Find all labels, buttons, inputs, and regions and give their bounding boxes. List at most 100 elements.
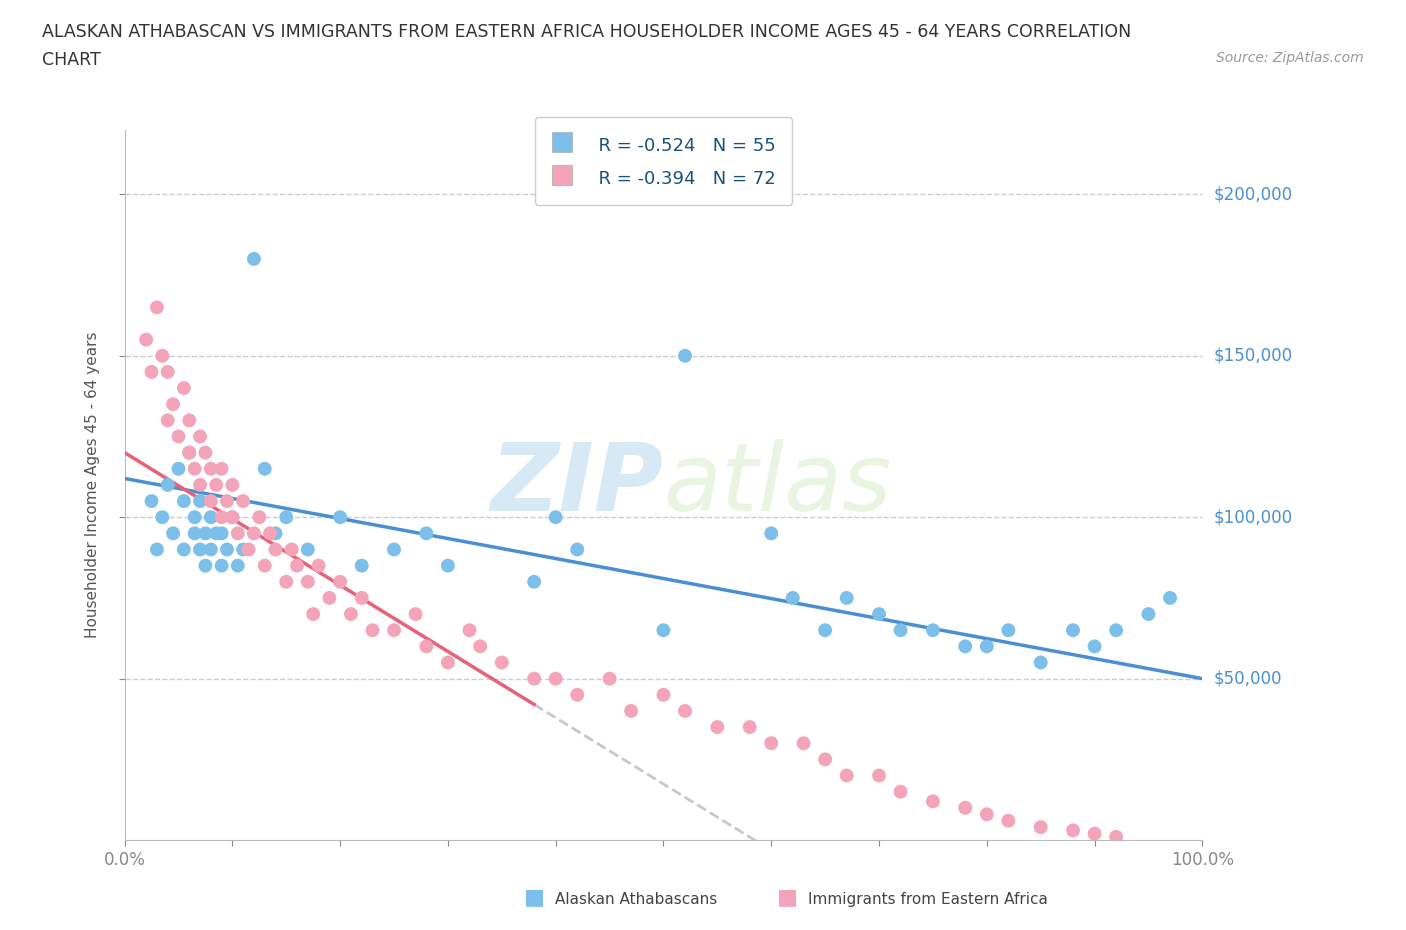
Point bbox=[361, 623, 384, 638]
Point bbox=[340, 606, 363, 621]
Point bbox=[243, 525, 266, 540]
Point bbox=[814, 752, 837, 767]
Point bbox=[211, 510, 233, 525]
Point bbox=[211, 558, 233, 573]
Point bbox=[183, 525, 205, 540]
Point bbox=[382, 542, 405, 557]
Point bbox=[761, 736, 783, 751]
Point bbox=[162, 525, 184, 540]
Point bbox=[226, 558, 249, 573]
Point bbox=[215, 494, 238, 509]
Point bbox=[179, 445, 201, 460]
Point bbox=[793, 736, 815, 751]
Text: ■: ■ bbox=[524, 886, 544, 907]
Point bbox=[141, 365, 163, 379]
Text: $100,000: $100,000 bbox=[1213, 508, 1292, 526]
Point bbox=[200, 461, 222, 476]
Point bbox=[673, 349, 696, 364]
Point bbox=[173, 542, 195, 557]
Point bbox=[221, 510, 243, 525]
Point bbox=[1029, 819, 1052, 834]
Point bbox=[835, 591, 858, 605]
Text: Source: ZipAtlas.com: Source: ZipAtlas.com bbox=[1216, 51, 1364, 65]
Point bbox=[1105, 623, 1128, 638]
Point bbox=[188, 494, 211, 509]
Point bbox=[183, 461, 205, 476]
Point bbox=[567, 542, 589, 557]
Point bbox=[205, 525, 228, 540]
Point bbox=[243, 251, 266, 266]
Point bbox=[297, 575, 319, 590]
Text: CHART: CHART bbox=[42, 51, 101, 69]
Point bbox=[146, 542, 169, 557]
Point bbox=[1029, 655, 1052, 670]
Text: ALASKAN ATHABASCAN VS IMMIGRANTS FROM EASTERN AFRICA HOUSEHOLDER INCOME AGES 45 : ALASKAN ATHABASCAN VS IMMIGRANTS FROM EA… bbox=[42, 23, 1132, 41]
Point bbox=[221, 510, 243, 525]
Point bbox=[173, 494, 195, 509]
Point bbox=[955, 801, 977, 816]
Point bbox=[437, 558, 460, 573]
Point bbox=[141, 494, 163, 509]
Point bbox=[264, 542, 287, 557]
Point bbox=[1083, 639, 1105, 654]
Point bbox=[997, 623, 1019, 638]
Point bbox=[226, 525, 249, 540]
Point bbox=[814, 623, 837, 638]
Point bbox=[955, 639, 977, 654]
Point bbox=[276, 510, 298, 525]
Point bbox=[167, 429, 190, 444]
Legend:   R = -0.524   N = 55,   R = -0.394   N = 72: R = -0.524 N = 55, R = -0.394 N = 72 bbox=[534, 117, 792, 205]
Point bbox=[146, 299, 169, 314]
Point bbox=[997, 813, 1019, 828]
Point bbox=[976, 807, 998, 822]
Point bbox=[200, 542, 222, 557]
Point bbox=[200, 494, 222, 509]
Point bbox=[415, 639, 437, 654]
Point bbox=[470, 639, 492, 654]
Point bbox=[238, 542, 260, 557]
Text: ZIP: ZIP bbox=[491, 439, 664, 531]
Point bbox=[1105, 830, 1128, 844]
Point bbox=[890, 784, 912, 799]
Point bbox=[308, 558, 330, 573]
Text: Alaskan Athabascans: Alaskan Athabascans bbox=[555, 892, 717, 907]
Point bbox=[211, 461, 233, 476]
Point bbox=[179, 445, 201, 460]
Point bbox=[620, 703, 643, 718]
Point bbox=[259, 525, 281, 540]
Point bbox=[264, 525, 287, 540]
Point bbox=[706, 720, 728, 735]
Point bbox=[922, 794, 945, 809]
Point bbox=[188, 542, 211, 557]
Point bbox=[976, 639, 998, 654]
Point bbox=[382, 623, 405, 638]
Point bbox=[652, 687, 675, 702]
Point bbox=[567, 687, 589, 702]
Text: ■: ■ bbox=[778, 886, 797, 907]
Point bbox=[188, 477, 211, 492]
Point bbox=[156, 413, 179, 428]
Point bbox=[1062, 623, 1084, 638]
Point bbox=[415, 525, 437, 540]
Point bbox=[673, 703, 696, 718]
Point bbox=[652, 623, 675, 638]
Point bbox=[350, 558, 373, 573]
Point bbox=[194, 445, 217, 460]
Point bbox=[868, 768, 890, 783]
Point bbox=[200, 510, 222, 525]
Point bbox=[544, 671, 567, 686]
Point bbox=[1137, 606, 1160, 621]
Text: atlas: atlas bbox=[664, 439, 891, 530]
Text: $200,000: $200,000 bbox=[1213, 185, 1292, 204]
Point bbox=[599, 671, 621, 686]
Point bbox=[211, 525, 233, 540]
Point bbox=[253, 461, 276, 476]
Point bbox=[835, 768, 858, 783]
Point bbox=[868, 606, 890, 621]
Point bbox=[738, 720, 761, 735]
Point bbox=[329, 510, 352, 525]
Point bbox=[297, 542, 319, 557]
Point bbox=[215, 542, 238, 557]
Point bbox=[782, 591, 804, 605]
Point bbox=[318, 591, 340, 605]
